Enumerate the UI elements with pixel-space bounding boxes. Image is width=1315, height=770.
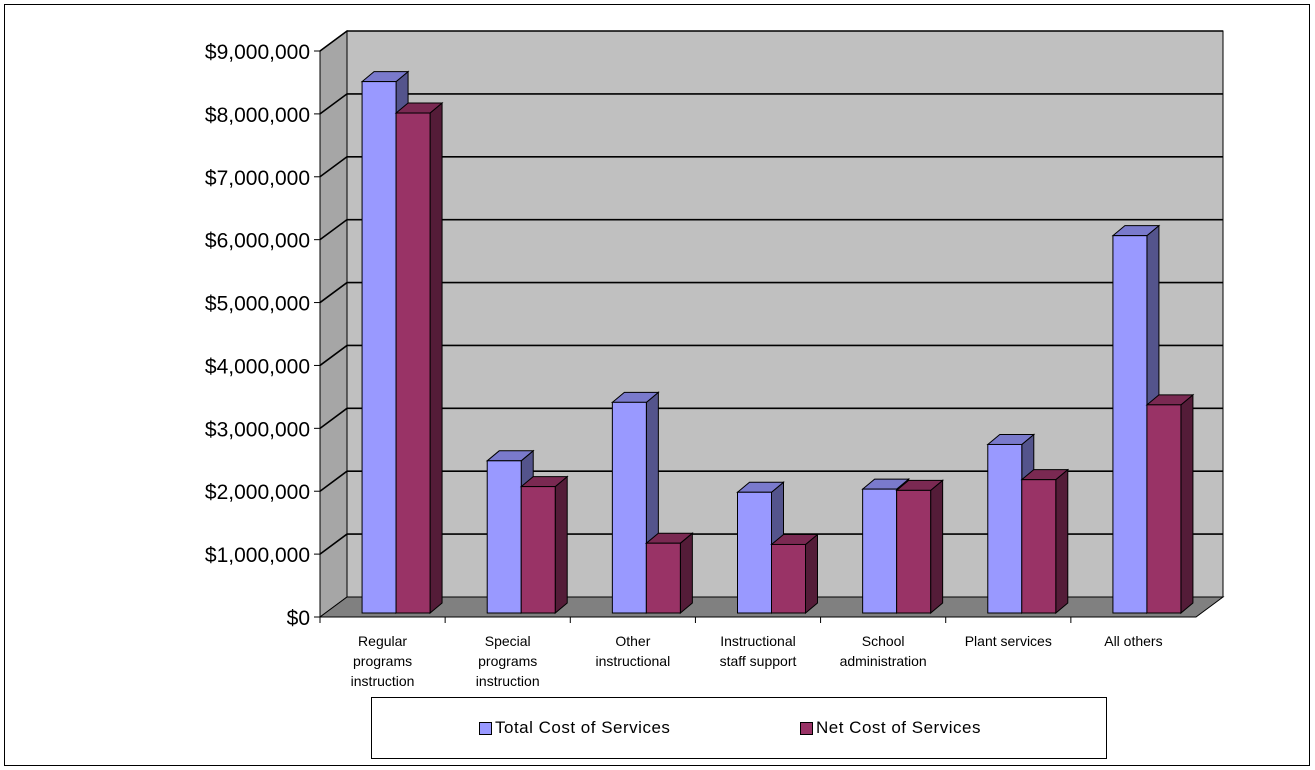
x-category-label: staff support: [720, 653, 797, 669]
gridline: [319, 218, 1223, 241]
gridline: [319, 155, 1223, 178]
x-category-label: programs: [353, 653, 412, 669]
plot-back-wall: [346, 30, 1224, 598]
x-category-label: School: [862, 633, 905, 649]
gridline: [319, 344, 1223, 367]
x-category-label: instructional: [596, 653, 671, 669]
gridline: [319, 93, 1223, 115]
bar-net-3: [771, 543, 806, 614]
x-category-label: Plant services: [965, 633, 1052, 649]
bar-net-0: [395, 112, 431, 614]
bar-total-3: [737, 491, 772, 614]
x-category-label: programs: [478, 653, 537, 669]
bar-net-5: [1021, 479, 1057, 614]
x-category-label: All others: [1104, 633, 1162, 649]
bar-total-0: [361, 81, 397, 614]
bar-net-0-side: [429, 101, 443, 615]
y-tick-label: $0: [287, 607, 310, 630]
y-tick-label: $4,000,000: [205, 355, 310, 378]
legend: Total Cost of Services Net Cost of Servi…: [371, 697, 1107, 759]
legend-item-total: Total Cost of Services: [479, 718, 670, 738]
bar-net-3-side: [805, 533, 818, 615]
gridline: [319, 470, 1223, 492]
bar-total-6: [1112, 235, 1148, 614]
y-tick-label: $9,000,000: [205, 41, 310, 64]
bar-net-6: [1146, 404, 1182, 614]
bar-net-2-side: [679, 532, 693, 615]
bar-total-5: [987, 443, 1023, 614]
y-tick-label: $1,000,000: [205, 544, 310, 567]
y-tick-label: $5,000,000: [205, 293, 310, 316]
bar-net-2: [645, 542, 681, 614]
x-category-label: instruction: [351, 673, 415, 689]
bar-total-1: [486, 460, 522, 614]
x-category-label: Special: [485, 633, 531, 649]
x-category-label: instruction: [476, 673, 540, 689]
x-category-label: Regular: [358, 633, 407, 649]
bar-net-1-side: [554, 475, 568, 615]
x-category-label: administration: [840, 653, 927, 669]
x-category-label: Other: [615, 633, 650, 649]
legend-label-total: Total Cost of Services: [495, 718, 671, 737]
plot-side-wall: [319, 30, 348, 618]
legend-item-net: Net Cost of Services: [800, 718, 981, 738]
gridline: [319, 281, 1223, 304]
legend-swatch-net: [800, 721, 813, 735]
bar-total-4: [862, 488, 898, 614]
y-tick-label: $6,000,000: [205, 230, 310, 253]
gridline: [319, 407, 1223, 429]
y-tick-label: $3,000,000: [205, 418, 310, 441]
gridline: [319, 30, 1223, 52]
bar-net-5-side: [1055, 468, 1069, 615]
x-category-label: Instructional: [720, 633, 795, 649]
bar-net-4-side: [930, 479, 944, 615]
legend-label-net: Net Cost of Services: [816, 718, 981, 737]
legend-swatch-total: [479, 721, 492, 735]
y-tick-label: $2,000,000: [205, 481, 310, 504]
bar-net-4: [896, 489, 932, 614]
bar-net-1: [520, 486, 556, 614]
bar-net-6-side: [1180, 393, 1194, 615]
y-tick-label: $8,000,000: [205, 104, 310, 127]
y-tick-label: $7,000,000: [205, 167, 310, 190]
bar-total-2: [611, 401, 647, 614]
